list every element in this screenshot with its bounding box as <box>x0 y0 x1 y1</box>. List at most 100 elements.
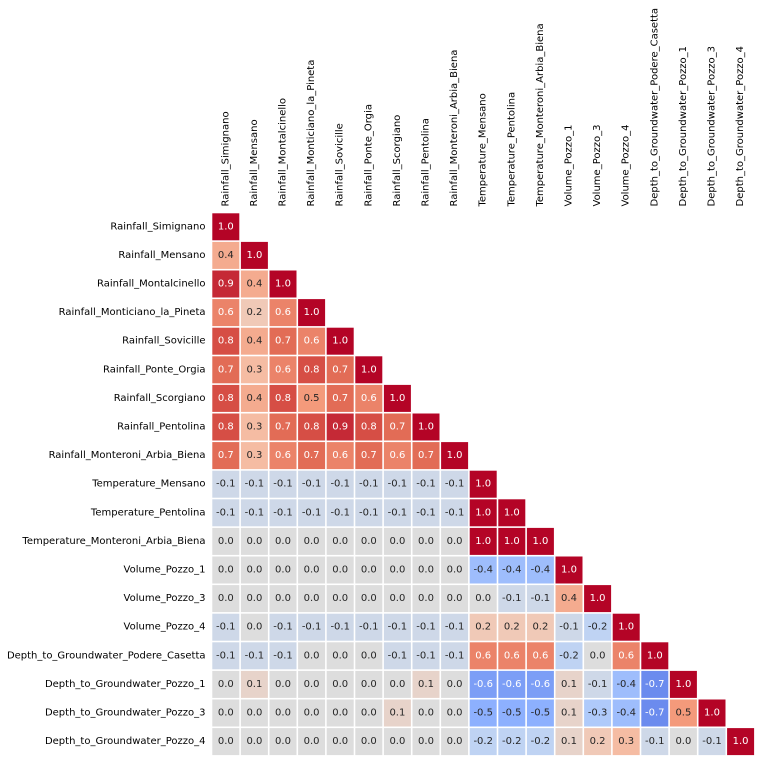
heatmap-cell <box>240 699 268 727</box>
heatmap-cell <box>669 728 697 756</box>
cell-value-label: 0.0 <box>246 536 262 547</box>
heatmap-cell <box>355 413 383 441</box>
heatmap-cell <box>355 556 383 584</box>
heatmap-cell <box>641 699 669 727</box>
cell-value-label: 1.0 <box>332 336 348 347</box>
heatmap-cell <box>355 384 383 412</box>
cell-value-label: -0.1 <box>216 507 236 518</box>
x-tick-label-rainfall-monteroni-arbia-biena: Rainfall_Monteroni_Arbia_Biena <box>449 50 460 207</box>
cell-value-label: 0.1 <box>561 708 577 719</box>
heatmap-cell <box>555 556 583 584</box>
heatmap-cell <box>240 241 268 269</box>
cell-value-label: 0.0 <box>332 593 348 604</box>
heatmap-cell <box>584 642 612 670</box>
heatmap-cell <box>383 699 411 727</box>
heatmap-cell <box>212 699 240 727</box>
heatmap-cell <box>469 527 497 555</box>
heatmap-cell <box>355 470 383 498</box>
heatmap-cell <box>441 699 469 727</box>
heatmap-cell <box>240 499 268 527</box>
heatmap-cell <box>298 728 326 756</box>
cell-value-label: 1.0 <box>733 736 749 747</box>
heatmap-cell <box>298 670 326 698</box>
heatmap-cell <box>469 585 497 613</box>
heatmap-cell <box>441 585 469 613</box>
heatmap-cell <box>555 642 583 670</box>
heatmap-cell <box>298 299 326 327</box>
cell-value-label: -0.1 <box>245 479 265 490</box>
cell-value-label: 0.6 <box>532 650 548 661</box>
heatmap-cell <box>355 527 383 555</box>
x-tick-label-rainfall-ponte-orgia: Rainfall_Ponte_Orgia <box>363 104 374 206</box>
heatmap-cell <box>212 413 240 441</box>
cell-value-label: 0.0 <box>389 536 405 547</box>
heatmap-cell <box>383 442 411 470</box>
heatmap-cell <box>326 327 354 355</box>
x-tick-label-rainfall-monticiano-la-pineta: Rainfall_Monticiano_la_Pineta <box>306 60 317 207</box>
heatmap-cell <box>412 527 440 555</box>
cell-value-label: -0.1 <box>502 593 522 604</box>
cell-value-label: 0.6 <box>504 650 520 661</box>
cell-value-label: 0.7 <box>304 450 320 461</box>
cell-value-label: -0.1 <box>416 622 436 633</box>
heatmap-cell <box>269 442 297 470</box>
heatmap-cell <box>326 728 354 756</box>
heatmap-cell <box>240 670 268 698</box>
heatmap-cell <box>298 699 326 727</box>
heatmap-cell <box>326 499 354 527</box>
cell-value-label: -0.1 <box>531 593 551 604</box>
cell-value-label: 1.0 <box>275 279 291 290</box>
heatmap-cell <box>441 670 469 698</box>
cell-value-label: 0.0 <box>218 593 234 604</box>
heatmap-cell <box>383 642 411 670</box>
cell-value-label: -0.3 <box>588 708 608 719</box>
heatmap-cell <box>269 556 297 584</box>
cell-value-label: -0.2 <box>473 736 493 747</box>
heatmap-cell <box>498 670 526 698</box>
cell-value-label: 0.0 <box>218 736 234 747</box>
heatmap-cell <box>469 699 497 727</box>
cell-value-label: -0.1 <box>216 622 236 633</box>
heatmap-cell <box>326 670 354 698</box>
heatmap-cell <box>355 356 383 384</box>
heatmap-cell <box>240 356 268 384</box>
cell-value-label: -0.1 <box>559 622 579 633</box>
cell-value-label: -0.2 <box>502 736 522 747</box>
cell-value-label: 0.0 <box>447 565 463 576</box>
cell-value-label: 0.7 <box>418 450 434 461</box>
y-tick-label-rainfall-monticiano-la-pineta: Rainfall_Monticiano_la_Pineta <box>59 307 206 318</box>
heatmap-cell <box>240 470 268 498</box>
heatmap-cell <box>240 527 268 555</box>
heatmap-cell <box>441 642 469 670</box>
cell-value-label: -0.1 <box>359 622 379 633</box>
heatmap-cell <box>526 642 554 670</box>
cell-value-label: -0.5 <box>473 708 493 719</box>
heatmap-cell <box>584 613 612 641</box>
heatmap-cell <box>269 356 297 384</box>
heatmap-cell <box>298 499 326 527</box>
y-tick-label-rainfall-sovicille: Rainfall_Sovicille <box>122 336 205 347</box>
cell-value-label: 0.4 <box>246 279 262 290</box>
cell-value-label: 1.0 <box>361 364 377 375</box>
cell-value-label: -0.1 <box>273 622 293 633</box>
cell-value-label: 0.0 <box>389 565 405 576</box>
cell-value-label: 0.6 <box>304 336 320 347</box>
cell-value-label: 0.0 <box>332 736 348 747</box>
cell-value-label: -0.2 <box>559 650 579 661</box>
y-tick-label-rainfall-ponte-orgia: Rainfall_Ponte_Orgia <box>103 364 205 375</box>
cell-value-label: 0.3 <box>618 736 634 747</box>
cell-value-label: -0.1 <box>702 736 722 747</box>
heatmap-cell <box>326 556 354 584</box>
cell-value-label: 0.0 <box>304 650 320 661</box>
heatmap-cell <box>526 728 554 756</box>
heatmap-cell <box>326 470 354 498</box>
cell-value-label: -0.1 <box>302 622 322 633</box>
heatmap-cell <box>240 327 268 355</box>
cell-value-label: 1.0 <box>504 536 520 547</box>
heatmap-cell <box>269 470 297 498</box>
heatmap-cell <box>355 613 383 641</box>
cell-value-label: 0.8 <box>304 364 320 375</box>
cell-value-label: 0.4 <box>246 336 262 347</box>
heatmap-cell <box>498 613 526 641</box>
heatmap-cell <box>355 642 383 670</box>
